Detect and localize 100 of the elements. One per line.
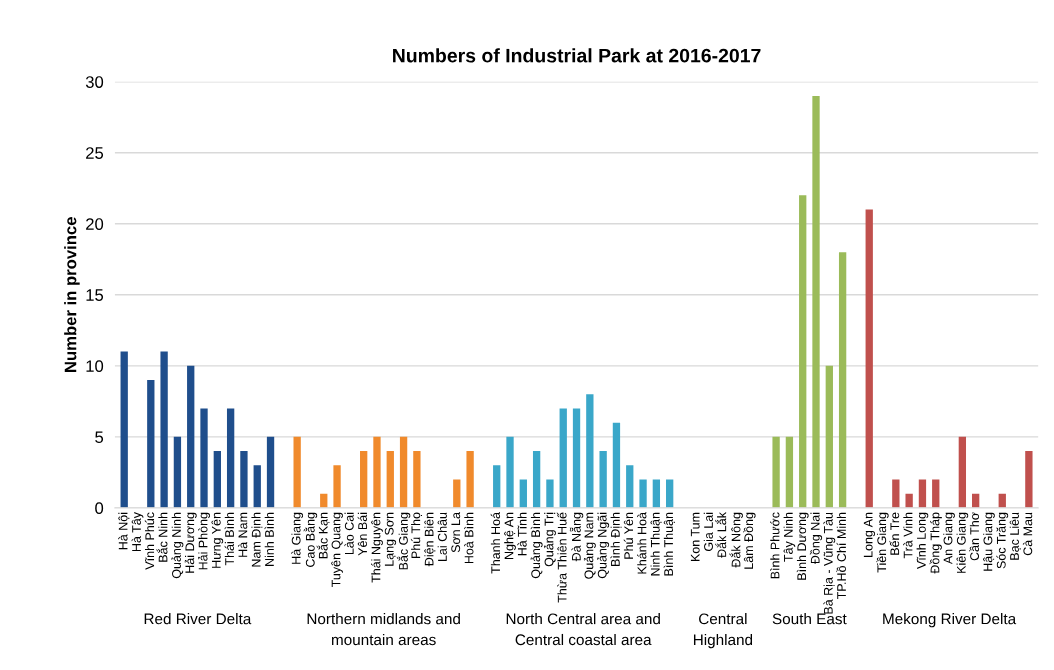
bar bbox=[652, 479, 661, 508]
x-tick-label: Bắc Ninh bbox=[156, 512, 168, 562]
x-tick-label: Bắc Kạn bbox=[316, 512, 330, 559]
x-tick-label: Khánh Hoà bbox=[637, 512, 647, 574]
x-tick-label: Phú Thọ bbox=[410, 512, 423, 559]
bar bbox=[838, 252, 847, 508]
x-tick-label: Đắk Nông bbox=[729, 512, 743, 568]
text: Mekong River Delta bbox=[883, 613, 1017, 628]
x-tick-label: Đồng Tháp bbox=[929, 512, 942, 574]
x-tick-label: Gia Lai bbox=[703, 512, 713, 551]
x-tick-label: Thái Bình bbox=[224, 512, 234, 566]
bar bbox=[187, 365, 195, 508]
bar bbox=[373, 436, 381, 508]
x-tick-label: Cà Mau bbox=[1022, 512, 1033, 556]
bar bbox=[905, 493, 913, 508]
x-tick-label: Nghệ An bbox=[504, 512, 516, 559]
bar bbox=[612, 422, 621, 508]
text: North Central area and Central coastal area bbox=[506, 613, 660, 646]
x-tick-label: Yên Bái bbox=[357, 512, 368, 556]
bar bbox=[772, 436, 780, 508]
x-tick-label: Quảng Nam bbox=[583, 512, 596, 579]
x-tick-label: Hải Phòng bbox=[198, 512, 210, 570]
x-tick-label: Bình Thuận bbox=[663, 512, 675, 576]
y-tick-label: 0 bbox=[95, 502, 104, 515]
bar bbox=[386, 451, 394, 508]
x-tick-label: Điện Biên bbox=[424, 512, 436, 567]
chart-title: Numbers of Industrial Park at 2016-2017 bbox=[393, 48, 761, 63]
bar bbox=[506, 436, 514, 508]
x-tick-label: Hà Nam bbox=[237, 512, 248, 557]
bar bbox=[519, 479, 527, 508]
x-tick-label: Lâm Đồng bbox=[743, 512, 756, 569]
x-tick-label: Bà Rịa - Vũng Tàu bbox=[823, 512, 836, 614]
x-tick-label: Bình Dương bbox=[796, 512, 809, 580]
y-tick-label: 20 bbox=[86, 218, 104, 230]
bar bbox=[293, 436, 301, 508]
x-tick-label: Sơn La bbox=[451, 512, 461, 553]
bar bbox=[360, 451, 368, 508]
text: Northern midlands and mountain areas bbox=[307, 613, 460, 646]
bar bbox=[413, 451, 421, 508]
bar bbox=[932, 479, 940, 508]
x-tick-label: Long An bbox=[863, 512, 876, 557]
x-tick-label: Vĩnh Phúc bbox=[144, 512, 155, 570]
y-tick-label: 10 bbox=[86, 360, 104, 373]
bar bbox=[626, 465, 634, 508]
bar bbox=[213, 451, 221, 508]
x-tick-label: Phú Yên bbox=[623, 512, 634, 559]
x-tick-label: Thừa Thiên Huế bbox=[556, 512, 567, 603]
bar bbox=[825, 365, 833, 508]
x-tick-label: Hải Dương bbox=[184, 512, 197, 573]
x-tick-label: Quảng Ninh bbox=[171, 512, 184, 579]
x-tick-label: Sóc Trăng bbox=[996, 512, 1009, 569]
bar bbox=[120, 351, 128, 508]
x-tick-label: Đồng Nai bbox=[809, 512, 823, 565]
x-tick-label: Thái Nguyên bbox=[371, 512, 383, 583]
bar bbox=[173, 436, 182, 508]
x-tick-label: Quảng Trị bbox=[543, 512, 556, 567]
x-tick-label: Hà Nội bbox=[118, 512, 130, 550]
bar bbox=[160, 351, 168, 508]
y-tick-label: 30 bbox=[85, 76, 104, 88]
x-tick-label: Tiền Giang bbox=[876, 512, 889, 573]
x-tick-label: Lào Cai bbox=[344, 512, 354, 555]
bar bbox=[253, 465, 261, 508]
bar bbox=[599, 451, 607, 508]
bar bbox=[466, 451, 474, 508]
x-tick-label: Đà Nẵng bbox=[569, 512, 584, 562]
bar bbox=[586, 394, 594, 508]
x-tick-label: Kon Tum bbox=[690, 512, 700, 562]
x-tick-label: Bình Định bbox=[610, 512, 622, 566]
y-tick-label: 25 bbox=[86, 147, 104, 159]
bar bbox=[892, 479, 900, 508]
bar bbox=[785, 436, 794, 508]
x-tick-label: Quảng Ngãi bbox=[597, 512, 610, 579]
bar bbox=[226, 408, 235, 508]
y-tick-label: 5 bbox=[95, 431, 104, 444]
bar bbox=[918, 479, 927, 508]
x-tick-label: Hậu Giang bbox=[983, 512, 995, 571]
bar bbox=[559, 408, 567, 508]
x-tick-label: Hà Giang bbox=[291, 512, 304, 564]
x-tick-label: Hưng Yên bbox=[211, 512, 224, 568]
bar bbox=[266, 436, 275, 508]
x-tick-label: Bến Tre bbox=[889, 512, 900, 555]
x-tick-label: Ninh Thuận bbox=[650, 512, 662, 576]
x-tick-label: Đắk Lắk bbox=[715, 512, 727, 558]
y-axis-title: Number in province bbox=[64, 217, 80, 372]
bar bbox=[493, 465, 501, 508]
x-tick-label: TP.Hồ Chí Minh bbox=[836, 512, 846, 600]
text: Central Highland bbox=[693, 613, 753, 649]
x-tick-label: Ninh Bình bbox=[264, 512, 274, 566]
y-tick-label: 15 bbox=[86, 289, 104, 301]
x-tick-label: Tây Ninh bbox=[783, 512, 796, 562]
bar bbox=[532, 451, 541, 508]
bar bbox=[546, 479, 554, 508]
x-tick-label: Lai Châu bbox=[437, 512, 447, 562]
x-tick-label: Hà Tĩnh bbox=[517, 512, 527, 556]
bar bbox=[333, 465, 341, 508]
x-tick-label: Lạng Sơn bbox=[384, 512, 397, 566]
bar bbox=[812, 95, 820, 508]
bar bbox=[799, 195, 807, 508]
bar bbox=[200, 408, 208, 508]
x-tick-label: Trà Vinh bbox=[903, 512, 913, 559]
